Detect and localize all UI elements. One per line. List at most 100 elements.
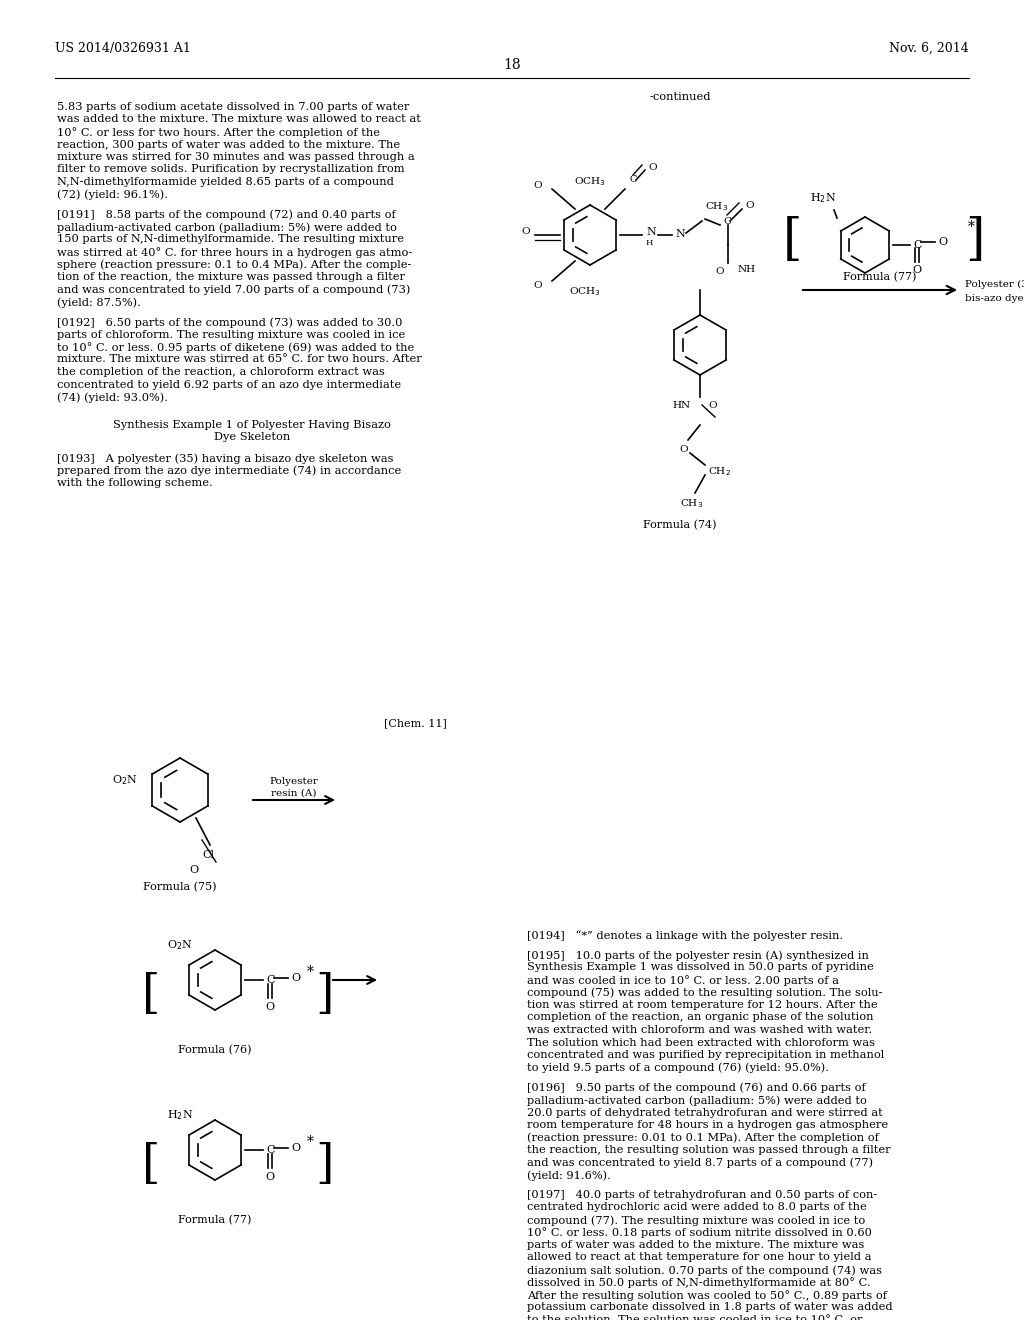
Text: mixture was stirred for 30 minutes and was passed through a: mixture was stirred for 30 minutes and w… [57, 152, 415, 162]
Text: O: O [648, 162, 656, 172]
Text: Formula (75): Formula (75) [143, 882, 217, 892]
Text: O: O [189, 865, 199, 875]
Text: resin (A): resin (A) [271, 789, 316, 799]
Text: CH$_3$: CH$_3$ [705, 201, 728, 213]
Text: was extracted with chloroform and was washed with water.: was extracted with chloroform and was wa… [527, 1026, 872, 1035]
Text: Nov. 6, 2014: Nov. 6, 2014 [889, 42, 969, 55]
Text: (reaction pressure: 0.01 to 0.1 MPa). After the completion of: (reaction pressure: 0.01 to 0.1 MPa). Af… [527, 1133, 879, 1143]
Text: O: O [745, 201, 754, 210]
Text: ]: ] [315, 973, 334, 1018]
Text: O$_2$N: O$_2$N [113, 774, 138, 787]
Text: Polyester (35) having: Polyester (35) having [965, 280, 1024, 289]
Text: to 10° C. or less. 0.95 parts of diketene (69) was added to the: to 10° C. or less. 0.95 parts of diketen… [57, 342, 415, 352]
Text: H$_2$N: H$_2$N [167, 1109, 194, 1122]
Text: Dye Skeleton: Dye Skeleton [214, 433, 290, 442]
Text: O: O [534, 281, 542, 289]
Text: centrated hydrochloric acid were added to 8.0 parts of the: centrated hydrochloric acid were added t… [527, 1203, 866, 1213]
Text: 10° C. or less for two hours. After the completion of the: 10° C. or less for two hours. After the … [57, 127, 380, 137]
Text: (yield: 87.5%).: (yield: 87.5%). [57, 297, 141, 308]
Text: diazonium salt solution. 0.70 parts of the compound (74) was: diazonium salt solution. 0.70 parts of t… [527, 1265, 882, 1275]
Text: 5.83 parts of sodium acetate dissolved in 7.00 parts of water: 5.83 parts of sodium acetate dissolved i… [57, 102, 410, 112]
Text: 20.0 parts of dehydrated tetrahydrofuran and were stirred at: 20.0 parts of dehydrated tetrahydrofuran… [527, 1107, 883, 1118]
Text: O: O [680, 445, 688, 454]
Text: N: N [646, 227, 655, 238]
Text: concentrated to yield 6.92 parts of an azo dye intermediate: concentrated to yield 6.92 parts of an a… [57, 380, 401, 389]
Text: concentrated and was purified by reprecipitation in methanol: concentrated and was purified by repreci… [527, 1049, 885, 1060]
Text: Synthesis Example 1 of Polyester Having Bisazo: Synthesis Example 1 of Polyester Having … [113, 420, 391, 430]
Text: OCH$_3$: OCH$_3$ [569, 285, 601, 298]
Text: *: * [968, 220, 975, 234]
Text: potassium carbonate dissolved in 1.8 parts of water was added: potassium carbonate dissolved in 1.8 par… [527, 1303, 893, 1312]
Text: US 2014/0326931 A1: US 2014/0326931 A1 [55, 42, 190, 55]
Text: [0191]   8.58 parts of the compound (72) and 0.40 parts of: [0191] 8.58 parts of the compound (72) a… [57, 210, 395, 220]
Text: Polyester: Polyester [269, 777, 318, 785]
Text: O: O [521, 227, 530, 236]
Text: O$_2$N: O$_2$N [167, 939, 193, 952]
Text: -continued: -continued [649, 92, 711, 102]
Text: palladium-activated carbon (palladium: 5%) were added to: palladium-activated carbon (palladium: 5… [57, 222, 397, 232]
Text: [0192]   6.50 parts of the compound (73) was added to 30.0: [0192] 6.50 parts of the compound (73) w… [57, 317, 402, 327]
Text: *: * [307, 965, 314, 979]
Text: was stirred at 40° C. for three hours in a hydrogen gas atmo-: was stirred at 40° C. for three hours in… [57, 247, 413, 257]
Text: [0197]   40.0 parts of tetrahydrofuran and 0.50 parts of con-: [0197] 40.0 parts of tetrahydrofuran and… [527, 1191, 878, 1200]
Text: Formula (77): Formula (77) [844, 272, 916, 282]
Text: CH$_2$: CH$_2$ [708, 465, 731, 478]
Text: tion of the reaction, the mixture was passed through a filter: tion of the reaction, the mixture was pa… [57, 272, 406, 282]
Text: and was concentrated to yield 8.7 parts of a compound (77): and was concentrated to yield 8.7 parts … [527, 1158, 873, 1168]
Text: dissolved in 50.0 parts of N,N-dimethylformamide at 80° C.: dissolved in 50.0 parts of N,N-dimethylf… [527, 1278, 870, 1288]
Text: and was concentrated to yield 7.00 parts of a compound (73): and was concentrated to yield 7.00 parts… [57, 285, 411, 296]
Text: bis-azo dye skeleton: bis-azo dye skeleton [965, 294, 1024, 304]
Text: NH: NH [738, 265, 756, 275]
Text: O: O [534, 181, 542, 190]
Text: After the resulting solution was cooled to 50° C., 0.89 parts of: After the resulting solution was cooled … [527, 1290, 887, 1302]
Text: HN: HN [673, 401, 691, 411]
Text: Formula (77): Formula (77) [178, 1214, 252, 1225]
Text: and was cooled in ice to 10° C. or less. 2.00 parts of a: and was cooled in ice to 10° C. or less.… [527, 975, 839, 986]
Text: allowed to react at that temperature for one hour to yield a: allowed to react at that temperature for… [527, 1253, 871, 1262]
Text: Cl: Cl [202, 850, 214, 861]
Text: was added to the mixture. The mixture was allowed to react at: was added to the mixture. The mixture wa… [57, 115, 421, 124]
Text: prepared from the azo dye intermediate (74) in accordance: prepared from the azo dye intermediate (… [57, 466, 401, 477]
Text: (yield: 91.6%).: (yield: 91.6%). [527, 1170, 611, 1180]
Text: parts of water was added to the mixture. The mixture was: parts of water was added to the mixture.… [527, 1239, 864, 1250]
Text: to yield 9.5 parts of a compound (76) (yield: 95.0%).: to yield 9.5 parts of a compound (76) (y… [527, 1063, 829, 1073]
Text: filter to remove solids. Purification by recrystallization from: filter to remove solids. Purification by… [57, 165, 404, 174]
Text: ]: ] [315, 1142, 334, 1188]
Text: C: C [723, 216, 731, 226]
Text: mixture. The mixture was stirred at 65° C. for two hours. After: mixture. The mixture was stirred at 65° … [57, 355, 422, 364]
Text: [: [ [782, 215, 802, 265]
Text: The solution which had been extracted with chloroform was: The solution which had been extracted wi… [527, 1038, 874, 1048]
Text: reaction, 300 parts of water was added to the mixture. The: reaction, 300 parts of water was added t… [57, 140, 400, 149]
Text: [0193]   A polyester (35) having a bisazo dye skeleton was: [0193] A polyester (35) having a bisazo … [57, 453, 393, 463]
Text: C: C [630, 176, 637, 185]
Text: the completion of the reaction, a chloroform extract was: the completion of the reaction, a chloro… [57, 367, 385, 378]
Text: [0194]   “*” denotes a linkage with the polyester resin.: [0194] “*” denotes a linkage with the po… [527, 931, 843, 941]
Text: parts of chloroform. The resulting mixture was cooled in ice: parts of chloroform. The resulting mixtu… [57, 330, 406, 339]
Text: N: N [675, 228, 685, 239]
Text: (74) (yield: 93.0%).: (74) (yield: 93.0%). [57, 392, 168, 403]
Text: (72) (yield: 96.1%).: (72) (yield: 96.1%). [57, 190, 168, 201]
Text: [: [ [141, 1142, 160, 1188]
Text: the reaction, the resulting solution was passed through a filter: the reaction, the resulting solution was… [527, 1144, 891, 1155]
Text: ]: ] [965, 215, 984, 265]
Text: completion of the reaction, an organic phase of the solution: completion of the reaction, an organic p… [527, 1012, 873, 1023]
Text: H$_2$N: H$_2$N [810, 191, 837, 205]
Text: O: O [708, 401, 717, 411]
Text: O: O [912, 265, 922, 275]
Text: 18: 18 [503, 58, 521, 73]
Text: C: C [266, 975, 274, 985]
Text: Formula (76): Formula (76) [178, 1045, 252, 1055]
Text: 10° C. or less. 0.18 parts of sodium nitrite dissolved in 0.60: 10° C. or less. 0.18 parts of sodium nit… [527, 1228, 871, 1238]
Text: CH$_3$: CH$_3$ [680, 498, 703, 510]
Text: compound (75) was added to the resulting solution. The solu-: compound (75) was added to the resulting… [527, 987, 883, 998]
Text: 150 parts of N,N-dimethylformamide. The resulting mixture: 150 parts of N,N-dimethylformamide. The … [57, 235, 404, 244]
Text: to the solution. The solution was cooled in ice to 10° C. or: to the solution. The solution was cooled… [527, 1315, 862, 1320]
Text: C: C [913, 240, 922, 249]
Text: *: * [307, 1135, 314, 1148]
Text: C: C [266, 1144, 274, 1155]
Text: [: [ [141, 973, 160, 1018]
Text: OCH$_3$: OCH$_3$ [574, 176, 606, 187]
Text: O: O [291, 1143, 300, 1152]
Text: Formula (74): Formula (74) [643, 520, 717, 531]
Text: [0195]   10.0 parts of the polyester resin (A) synthesized in: [0195] 10.0 parts of the polyester resin… [527, 950, 869, 961]
